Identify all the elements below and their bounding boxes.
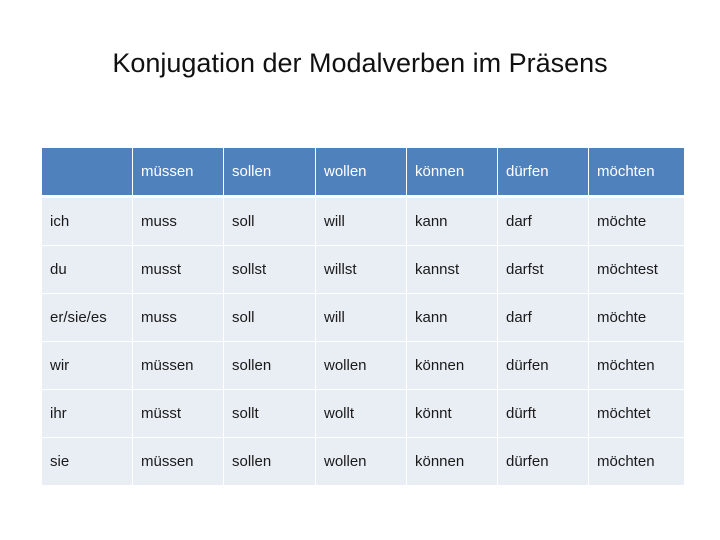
table-cell: dürfen: [498, 342, 589, 390]
table-cell: möchtest: [589, 246, 685, 294]
table-cell: möchten: [589, 438, 685, 486]
table-cell: kann: [407, 198, 498, 246]
pronoun-cell: er/sie/es: [42, 294, 133, 342]
table-cell: wollen: [316, 342, 407, 390]
table-cell: soll: [224, 294, 316, 342]
table-row: wir müssen sollen wollen können dürfen m…: [42, 342, 685, 390]
table-cell: kannst: [407, 246, 498, 294]
table-row: ich muss soll will kann darf möchte: [42, 198, 685, 246]
header-cell-moechten: möchten: [589, 148, 685, 198]
table-cell: kann: [407, 294, 498, 342]
table-cell: darf: [498, 294, 589, 342]
table-row: du musst sollst willst kannst darfst möc…: [42, 246, 685, 294]
conjugation-table: müssen sollen wollen können dürfen möcht…: [42, 148, 685, 486]
table-cell: sollen: [224, 342, 316, 390]
table-cell: dürfen: [498, 438, 589, 486]
pronoun-cell: du: [42, 246, 133, 294]
table-cell: sollst: [224, 246, 316, 294]
header-cell-muessen: müssen: [133, 148, 224, 198]
slide-title: Konjugation der Modalverben im Präsens: [112, 48, 608, 78]
pronoun-cell: ich: [42, 198, 133, 246]
pronoun-cell: ihr: [42, 390, 133, 438]
table-cell: wollen: [316, 438, 407, 486]
table-cell: müsst: [133, 390, 224, 438]
table-cell: sollen: [224, 438, 316, 486]
header-cell-empty: [42, 148, 133, 198]
table-cell: muss: [133, 294, 224, 342]
table-cell: könnt: [407, 390, 498, 438]
table-cell: sollt: [224, 390, 316, 438]
table-cell: will: [316, 198, 407, 246]
table-cell: wollt: [316, 390, 407, 438]
table-cell: möchte: [589, 198, 685, 246]
table-cell: möchten: [589, 342, 685, 390]
pronoun-cell: wir: [42, 342, 133, 390]
table-cell: müssen: [133, 342, 224, 390]
table-cell: müssen: [133, 438, 224, 486]
table-cell: will: [316, 294, 407, 342]
pronoun-cell: sie: [42, 438, 133, 486]
table-cell: soll: [224, 198, 316, 246]
table-cell: musst: [133, 246, 224, 294]
table-row: ihr müsst sollt wollt könnt dürft möchte…: [42, 390, 685, 438]
header-cell-sollen: sollen: [224, 148, 316, 198]
table-cell: möchte: [589, 294, 685, 342]
table-row: er/sie/es muss soll will kann darf möcht…: [42, 294, 685, 342]
table-cell: dürft: [498, 390, 589, 438]
table-cell: können: [407, 438, 498, 486]
table-cell: darfst: [498, 246, 589, 294]
header-cell-koennen: können: [407, 148, 498, 198]
header-cell-wollen: wollen: [316, 148, 407, 198]
table-row: sie müssen sollen wollen können dürfen m…: [42, 438, 685, 486]
table-cell: können: [407, 342, 498, 390]
header-cell-duerfen: dürfen: [498, 148, 589, 198]
table-cell: willst: [316, 246, 407, 294]
table-cell: möchtet: [589, 390, 685, 438]
table-cell: darf: [498, 198, 589, 246]
header-row: müssen sollen wollen können dürfen möcht…: [42, 148, 685, 198]
table-cell: muss: [133, 198, 224, 246]
